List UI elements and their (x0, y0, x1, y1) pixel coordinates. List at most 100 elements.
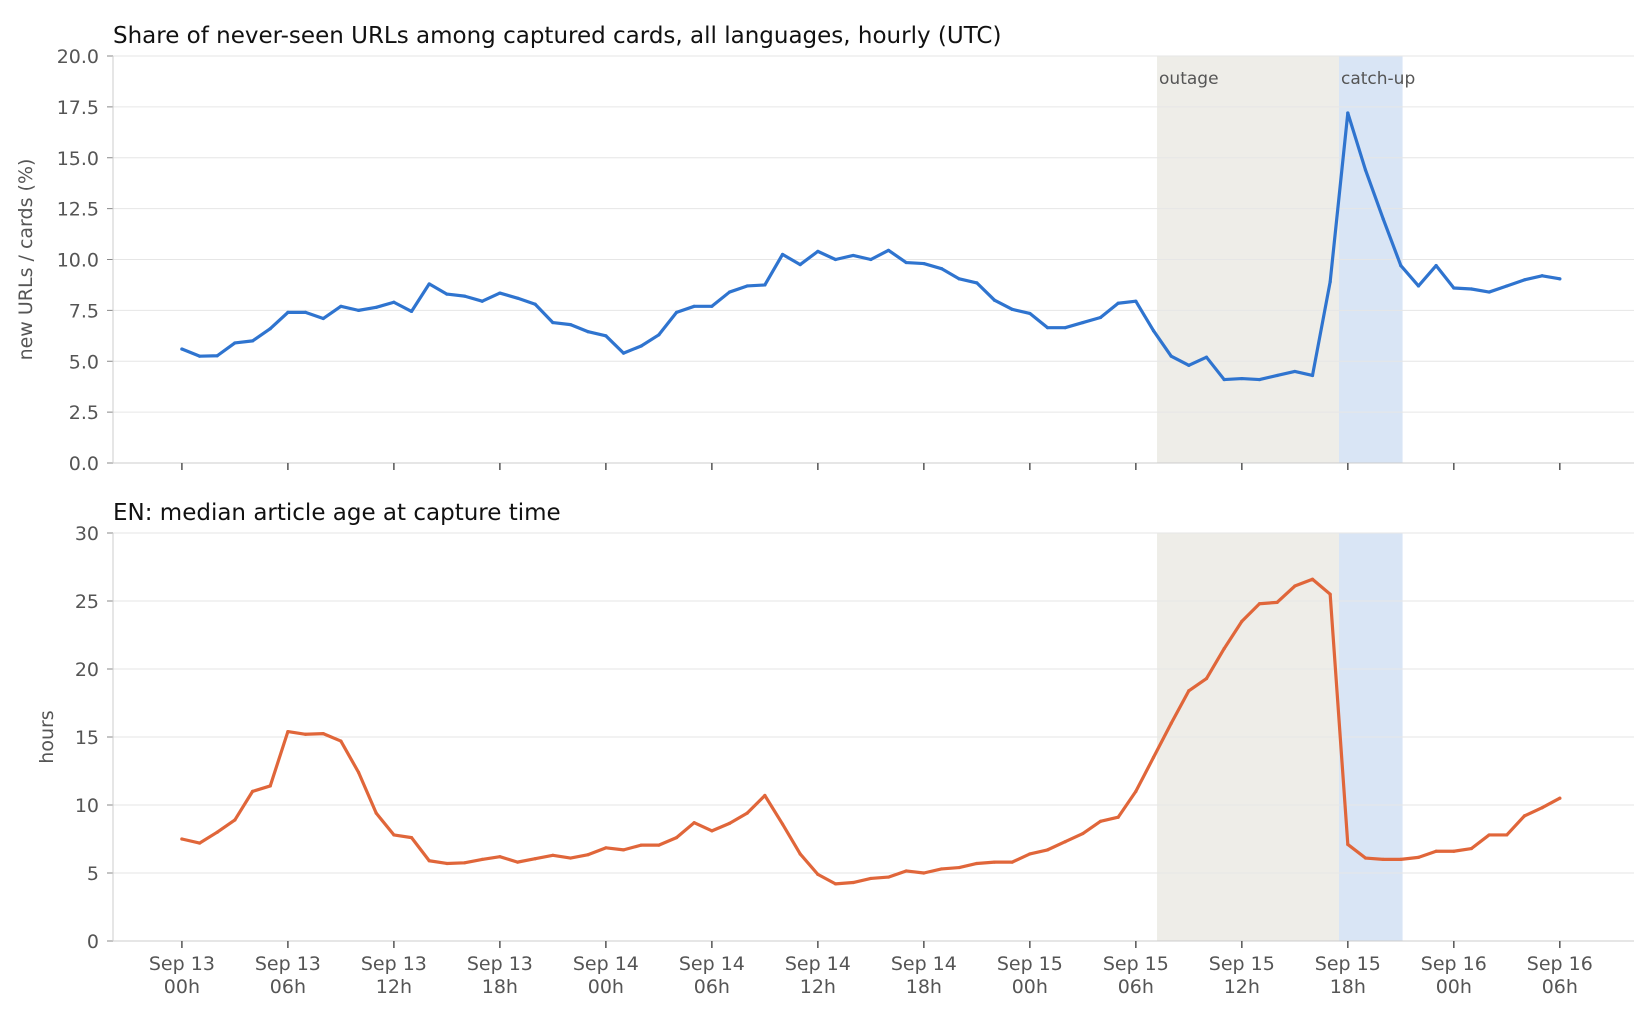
top-data-point-0-50 (1063, 326, 1067, 330)
bottom-data-point-0-70 (1416, 855, 1421, 859)
top-data-point-0-68 (1381, 217, 1385, 221)
top-data-point-0-44 (957, 277, 961, 281)
bottom-data-point-0-60 (1240, 619, 1244, 624)
bottom-data-point-0-6 (286, 729, 290, 734)
top-data-point-0-56 (1169, 354, 1173, 358)
top-data-point-0-35 (798, 262, 802, 267)
bottom-ytick-label-1: 5 (87, 863, 99, 885)
top-data-point-0-78 (1558, 277, 1562, 281)
top-data-point-0-24 (604, 334, 608, 338)
bottom-xtick-label-6-1: 12h (800, 976, 836, 998)
top-data-point-0-8 (321, 316, 325, 321)
bottom-xtick-label-5-0: Sep 14 (679, 953, 745, 975)
top-data-point-0-61 (1257, 377, 1262, 382)
bottom-data-point-0-67 (1363, 856, 1368, 860)
bottom-xtick-label-4-0: Sep 14 (573, 953, 639, 975)
top-data-point-0-73 (1469, 287, 1474, 291)
bottom-data-point-0-16 (462, 861, 467, 865)
bottom-data-point-0-4 (250, 789, 255, 794)
top-data-point-0-39 (869, 257, 873, 262)
top-data-point-0-14 (427, 282, 431, 286)
top-data-point-0-46 (992, 298, 997, 302)
top-data-point-0-65 (1328, 280, 1332, 284)
top-data-point-0-16 (462, 294, 467, 298)
top-data-point-0-22 (568, 323, 573, 327)
top-data-point-0-29 (692, 304, 696, 308)
bottom-data-point-0-76 (1522, 814, 1527, 818)
top-data-point-0-36 (816, 249, 820, 253)
bottom-data-point-0-27 (657, 843, 661, 847)
bottom-data-point-0-69 (1399, 857, 1403, 862)
top-band-label-0: outage (1159, 69, 1219, 89)
top-data-point-0-7 (303, 310, 308, 315)
top-data-point-0-17 (480, 299, 484, 303)
top-data-point-0-11 (374, 305, 378, 309)
bottom-data-point-0-7 (303, 732, 308, 736)
bottom-data-point-0-22 (568, 856, 573, 860)
bottom-data-point-0-78 (1558, 796, 1562, 800)
top-data-point-0-45 (975, 281, 979, 285)
bottom-data-point-0-37 (833, 882, 838, 886)
bottom-data-point-0-52 (1098, 819, 1103, 823)
top-data-point-0-3 (233, 341, 237, 345)
bottom-ytick-label-2: 10 (75, 795, 99, 817)
bottom-xtick-label-11-1: 18h (1330, 976, 1366, 998)
bottom-data-point-0-61 (1257, 602, 1262, 606)
bottom-data-point-0-49 (1045, 848, 1050, 852)
top-data-point-0-59 (1222, 377, 1226, 382)
bottom-data-point-0-41 (904, 869, 908, 873)
bottom-data-point-0-11 (374, 811, 378, 815)
bottom-xtick-label-4-1: 00h (588, 976, 624, 998)
top-data-point-0-5 (268, 327, 272, 331)
bottom-data-point-0-42 (922, 871, 926, 875)
bottom-data-point-0-13 (409, 836, 414, 840)
top-data-point-0-63 (1293, 369, 1297, 374)
bottom-xtick-label-2-0: Sep 13 (361, 953, 427, 975)
bottom-data-point-0-8 (321, 732, 325, 736)
top-data-point-0-10 (356, 308, 361, 312)
top-data-point-0-66 (1346, 111, 1350, 115)
bottom-data-point-0-73 (1469, 846, 1474, 851)
bottom-data-point-0-3 (233, 818, 237, 822)
top-chart-title: Share of never-seen URLs among captured … (113, 23, 1001, 49)
bottom-data-point-0-56 (1169, 721, 1173, 726)
bottom-data-point-0-77 (1540, 806, 1544, 810)
bottom-xtick-label-10-0: Sep 15 (1209, 953, 1275, 975)
bottom-data-point-0-19 (515, 860, 520, 864)
top-data-point-0-76 (1522, 278, 1527, 282)
bottom-data-point-0-47 (1010, 860, 1014, 864)
bottom-data-point-0-35 (798, 852, 802, 856)
top-data-point-0-6 (286, 310, 290, 315)
bottom-data-point-0-51 (1081, 831, 1085, 836)
bottom-data-point-0-72 (1452, 849, 1456, 853)
top-data-point-0-2 (215, 354, 219, 358)
bottom-data-point-0-28 (674, 836, 679, 840)
top-ytick-label-1: 2.5 (69, 402, 99, 424)
top-data-point-0-48 (1028, 311, 1032, 316)
top-data-point-0-30 (710, 304, 714, 308)
top-data-point-0-47 (1010, 307, 1014, 311)
top-ytick-label-6: 15.0 (57, 148, 99, 170)
top-data-point-0-21 (551, 320, 555, 325)
bottom-data-point-0-45 (975, 861, 979, 866)
top-data-point-0-64 (1310, 373, 1315, 378)
bottom-data-point-0-29 (692, 821, 696, 825)
bottom-xtick-label-3-0: Sep 13 (467, 953, 533, 975)
bottom-xtick-label-13-0: Sep 16 (1527, 953, 1593, 975)
top-data-point-0-15 (445, 292, 449, 296)
top-data-point-0-13 (409, 309, 414, 313)
bottom-data-point-0-9 (339, 739, 343, 743)
top-data-point-0-27 (657, 333, 661, 337)
top-data-point-0-51 (1081, 320, 1085, 325)
bottom-xtick-label-8-0: Sep 15 (997, 953, 1063, 975)
bottom-data-point-0-5 (268, 784, 272, 788)
bottom-data-point-0-34 (780, 822, 785, 826)
top-data-point-0-69 (1399, 264, 1403, 268)
bottom-data-point-0-62 (1275, 600, 1279, 604)
bottom-ytick-label-6: 30 (75, 523, 99, 545)
top-data-point-0-40 (886, 248, 891, 252)
bottom-xtick-label-7-1: 18h (906, 976, 942, 998)
bottom-data-point-0-48 (1028, 852, 1032, 856)
top-y-axis-title: new URLs / cards (%) (15, 159, 37, 361)
